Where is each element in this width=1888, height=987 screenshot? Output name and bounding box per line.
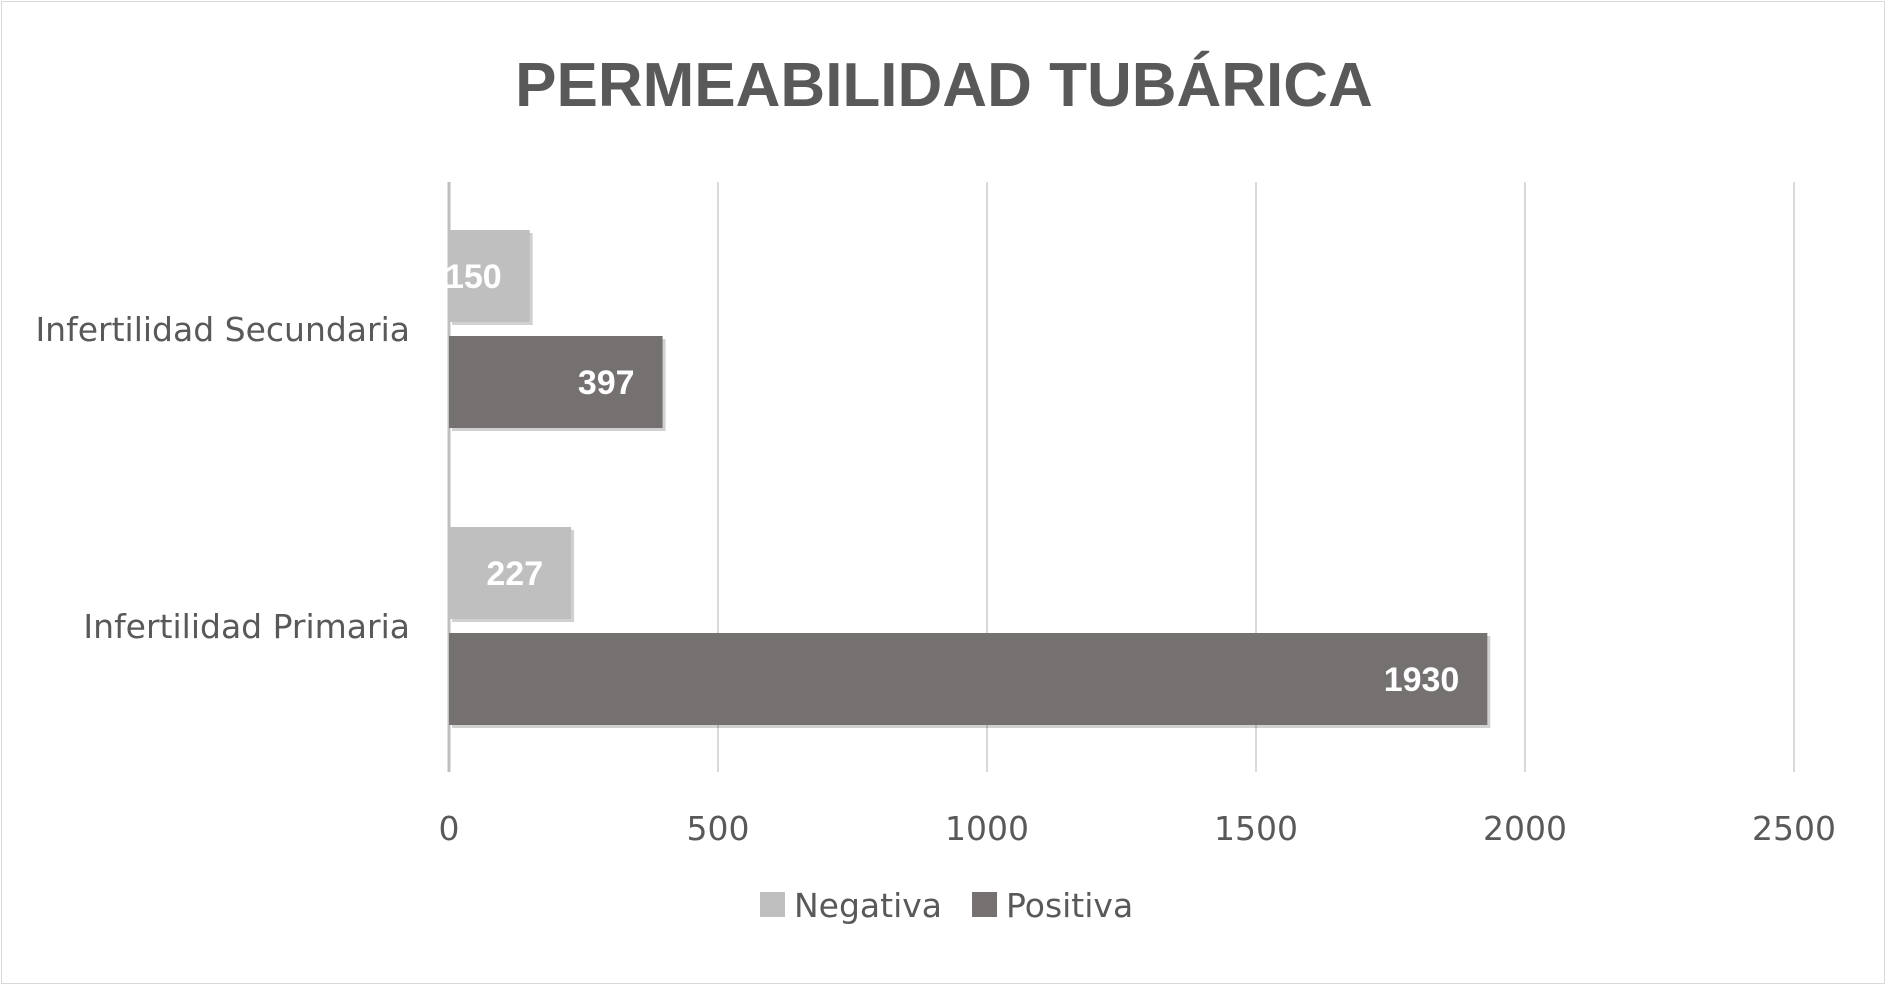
x-tick-labels: 0 500 1000 1500 2000 2500 bbox=[439, 809, 1836, 848]
category-label: Infertilidad Secundaria bbox=[35, 310, 410, 349]
chart-title: PERMEABILIDAD TUBÁRICA bbox=[515, 51, 1373, 120]
bar-positiva bbox=[449, 336, 663, 428]
x-tick-label: 2000 bbox=[1483, 809, 1567, 848]
data-label: 227 bbox=[486, 555, 543, 593]
bar-negativa bbox=[449, 527, 572, 619]
legend-label: Positiva bbox=[1006, 886, 1133, 925]
bar-positiva bbox=[449, 633, 1488, 725]
bar-negativa bbox=[449, 230, 530, 322]
legend-label: Negativa bbox=[794, 886, 942, 925]
x-tick-label: 0 bbox=[439, 809, 460, 848]
x-tick-label: 1000 bbox=[945, 809, 1029, 848]
category-label: Infertilidad Primaria bbox=[83, 607, 410, 646]
legend-swatch bbox=[760, 892, 785, 917]
legend: Negativa Positiva bbox=[760, 886, 1133, 925]
data-labels: 150 397 227 1930 bbox=[445, 258, 1459, 699]
category-labels: Infertilidad Secundaria Infertilidad Prim… bbox=[35, 310, 410, 646]
x-tick-label: 1500 bbox=[1214, 809, 1298, 848]
data-label: 1930 bbox=[1384, 661, 1460, 699]
data-label: 397 bbox=[578, 364, 635, 402]
legend-swatch bbox=[972, 892, 998, 917]
bars bbox=[449, 230, 1491, 728]
x-tick-label: 2500 bbox=[1752, 809, 1836, 848]
data-label: 150 bbox=[445, 258, 502, 296]
x-tick-label: 500 bbox=[687, 809, 750, 848]
